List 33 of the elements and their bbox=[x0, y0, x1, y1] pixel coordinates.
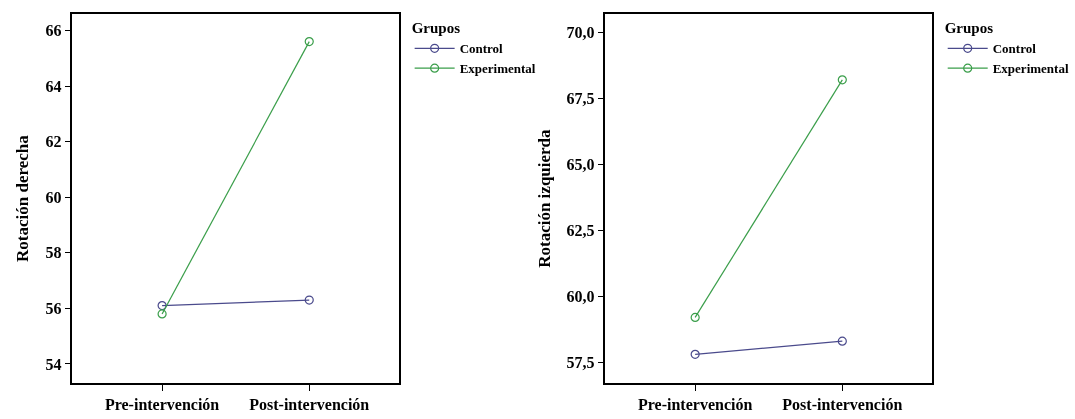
point bbox=[690, 312, 700, 322]
legend-title: Grupos bbox=[411, 20, 461, 37]
legend-label: Experimental bbox=[459, 61, 536, 77]
y-tick-label: 60 bbox=[45, 188, 62, 206]
x-tick-label: Post-intervención bbox=[782, 396, 903, 414]
point bbox=[304, 37, 314, 47]
y-tick-label: 60,0 bbox=[566, 287, 595, 305]
point bbox=[690, 349, 700, 359]
y-tick-label: 58 bbox=[45, 244, 62, 262]
x-tick-label: Pre-intervención bbox=[637, 396, 753, 414]
legend-title: Grupos bbox=[944, 20, 994, 37]
y-tick-label: 66 bbox=[45, 22, 62, 40]
y-tick-label: 65,0 bbox=[566, 155, 595, 173]
legend-label: Experimental bbox=[992, 61, 1069, 77]
y-tick-label: 62,5 bbox=[566, 221, 595, 239]
y-tick-label: 57,5 bbox=[566, 353, 595, 371]
y-tick-label: 56 bbox=[45, 299, 62, 317]
y-tick-label: 67,5 bbox=[566, 89, 595, 107]
x-tick-label: Pre-intervención bbox=[104, 396, 220, 414]
y-tick-label: 70,0 bbox=[566, 23, 595, 41]
y-axis-title: Rotación derecha bbox=[13, 134, 33, 262]
y-tick-label: 62 bbox=[45, 133, 62, 151]
point bbox=[837, 336, 847, 346]
x-tick-label: Post-intervención bbox=[249, 396, 370, 414]
point bbox=[304, 295, 314, 305]
y-axis-title: Rotación izquierda bbox=[534, 128, 554, 268]
legend-label: Control bbox=[459, 41, 504, 57]
legend-label: Control bbox=[992, 41, 1037, 57]
point bbox=[157, 300, 167, 311]
point bbox=[157, 309, 167, 319]
y-tick-label: 64 bbox=[45, 77, 62, 95]
point bbox=[837, 75, 847, 85]
y-tick-label: 54 bbox=[45, 355, 62, 373]
